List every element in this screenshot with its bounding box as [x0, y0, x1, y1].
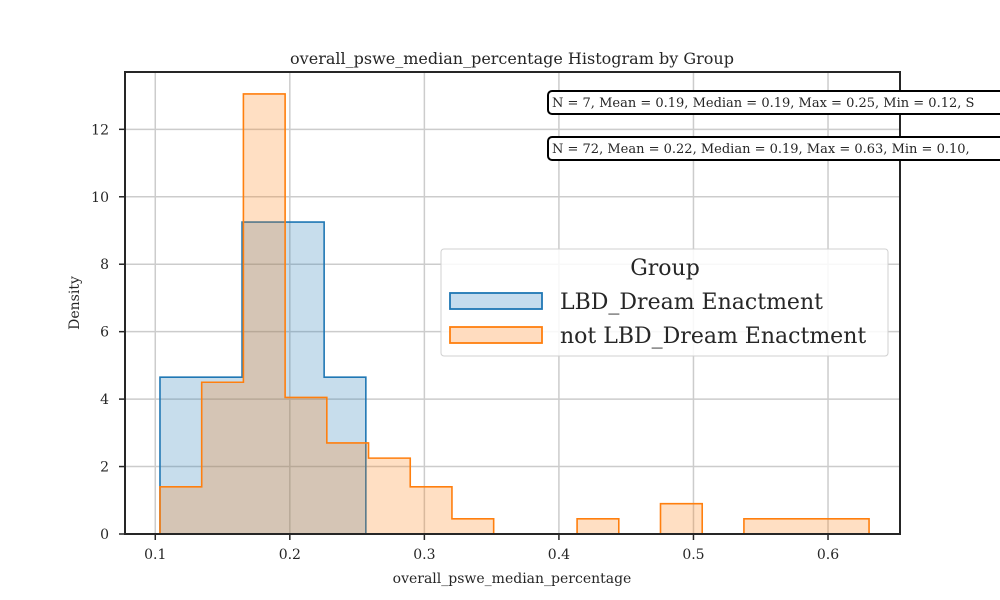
- y-tick-label: 4: [100, 392, 109, 408]
- stats-text: N = 7, Mean = 0.19, Median = 0.19, Max =…: [552, 96, 974, 111]
- y-tick-label: 12: [91, 122, 109, 138]
- legend-swatch: [449, 326, 543, 344]
- ticks-layer: 0.1 0.2 0.3 0.4 0.5 0.6 0 2 4 6 8 10 12: [91, 122, 839, 563]
- stats-box: [547, 90, 1000, 115]
- plot-frame: [124, 71, 901, 535]
- legend: Group LBD_Dream Enactment not LBD_Dream E…: [440, 248, 889, 357]
- x-tick-label: 0.5: [682, 547, 704, 563]
- legend-entries: LBD_Dream Enactment not LBD_Dream Enactme…: [449, 290, 866, 349]
- y-tick-label: 6: [100, 325, 109, 341]
- y-tick-label: 0: [100, 527, 109, 543]
- legend-box: [440, 248, 889, 357]
- x-tick-label: 0.3: [413, 547, 435, 563]
- series-fill: [159, 93, 870, 534]
- chart-title: overall_pswe_median_percentage Histogram…: [290, 49, 734, 68]
- legend-label: LBD_Dream Enactment: [560, 290, 823, 315]
- legend-title: Group: [630, 256, 700, 281]
- y-axis-label: Density: [67, 276, 83, 330]
- x-tick-label: 0.6: [817, 547, 839, 563]
- stats-layer: N = 7, Mean = 0.19, Median = 0.19, Max =…: [547, 90, 1000, 161]
- x-tick-label: 0.2: [279, 547, 301, 563]
- y-tick-label: 8: [100, 257, 109, 273]
- series-0: [159, 221, 367, 535]
- y-tick-label: 2: [100, 460, 109, 476]
- series-fill: [159, 222, 366, 535]
- stats-text: N = 72, Mean = 0.22, Median = 0.19, Max …: [552, 142, 970, 157]
- legend-label: not LBD_Dream Enactment: [560, 324, 866, 349]
- x-tick-label: 0.4: [548, 547, 570, 563]
- x-tick-label: 0.1: [144, 547, 166, 563]
- x-axis-label: overall_pswe_median_percentage: [393, 571, 632, 587]
- y-tick-label: 10: [91, 190, 109, 206]
- series-outline: [159, 221, 367, 534]
- stats-box: [547, 136, 1000, 161]
- legend-swatch: [449, 292, 543, 310]
